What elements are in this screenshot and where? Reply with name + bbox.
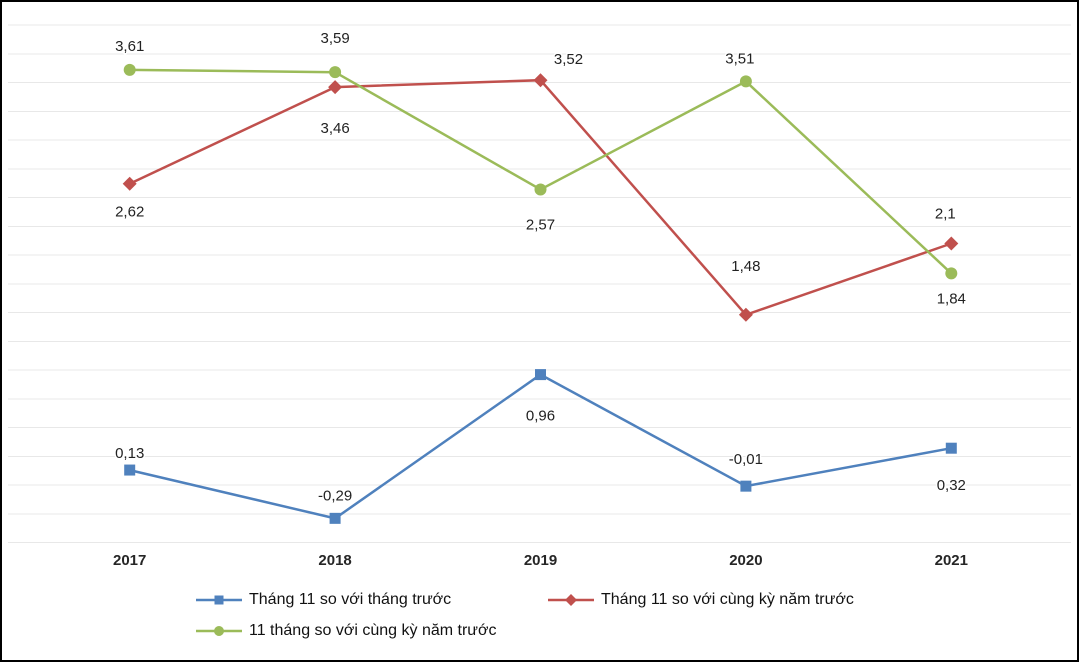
x-axis-label: 2018 bbox=[318, 552, 351, 569]
data-label: 2,62 bbox=[115, 204, 144, 221]
data-point-square bbox=[124, 464, 136, 476]
data-point-square bbox=[945, 442, 957, 454]
data-point-circle bbox=[123, 63, 136, 76]
data-point-diamond bbox=[328, 80, 343, 95]
data-point-square bbox=[535, 369, 546, 381]
data-label: 2,57 bbox=[526, 217, 555, 234]
legend-marker-diamond-icon bbox=[548, 594, 594, 606]
legend-item-thang11-so-voi-thang-truoc: Tháng 11 so với tháng trước bbox=[195, 591, 547, 609]
series-line-0 bbox=[129, 373, 952, 520]
legend-label: 11 tháng so với cùng kỳ năm trước bbox=[249, 622, 497, 639]
x-axis-label: 2020 bbox=[729, 552, 762, 569]
data-point-circle bbox=[739, 75, 752, 88]
data-point-diamond bbox=[738, 307, 753, 322]
data-point-circle bbox=[534, 183, 547, 196]
data-label: 2,1 bbox=[935, 206, 956, 223]
legend-marker-shape bbox=[214, 626, 224, 636]
line-chart-canvas: 0,13 -0,29 0,96 -0,01 0,32 2,62 3,46 3,52 1,48 2,… bbox=[8, 24, 1071, 569]
data-point-square bbox=[740, 480, 752, 492]
data-label: -0,29 bbox=[318, 487, 352, 504]
legend-marker-shape bbox=[565, 594, 577, 606]
chart-legend: Tháng 11 so với tháng trước Tháng 11 so … bbox=[195, 591, 1077, 640]
data-label: 1,84 bbox=[937, 290, 966, 307]
series-line-2 bbox=[129, 68, 953, 275]
x-axis-label: 2017 bbox=[113, 552, 146, 569]
data-label: 0,32 bbox=[937, 477, 966, 494]
data-label: 3,46 bbox=[320, 120, 349, 137]
legend-label: Tháng 11 so với cùng kỳ năm trước bbox=[601, 591, 854, 608]
legend-label: Tháng 11 so với tháng trước bbox=[249, 591, 452, 608]
data-label: -0,01 bbox=[729, 451, 763, 468]
legend-marker-circle-icon bbox=[196, 626, 242, 636]
legend-item-thang11-so-voi-cung-ky: Tháng 11 so với cùng kỳ năm trước bbox=[547, 591, 854, 609]
data-point-diamond bbox=[533, 73, 548, 88]
legend-item-11-thang-so-voi-cung-ky: 11 tháng so với cùng kỳ năm trước bbox=[195, 622, 547, 640]
data-label: 3,59 bbox=[320, 30, 349, 47]
legend-marker-square-icon bbox=[196, 595, 242, 605]
data-point-circle bbox=[329, 66, 342, 79]
data-label: 3,52 bbox=[554, 51, 583, 68]
data-label: 0,96 bbox=[526, 408, 555, 425]
x-axis-label: 2019 bbox=[524, 552, 557, 569]
data-point-diamond bbox=[122, 176, 137, 191]
legend-marker-shape bbox=[214, 595, 224, 605]
data-point-circle bbox=[945, 267, 958, 280]
data-label: 1,48 bbox=[731, 258, 760, 275]
x-axis-label: 2021 bbox=[935, 552, 968, 569]
data-point-square bbox=[329, 512, 341, 524]
data-label: 0,13 bbox=[115, 445, 144, 462]
data-point-diamond bbox=[944, 236, 959, 251]
data-label: 3,51 bbox=[725, 50, 754, 67]
data-label: 3,61 bbox=[115, 38, 144, 55]
